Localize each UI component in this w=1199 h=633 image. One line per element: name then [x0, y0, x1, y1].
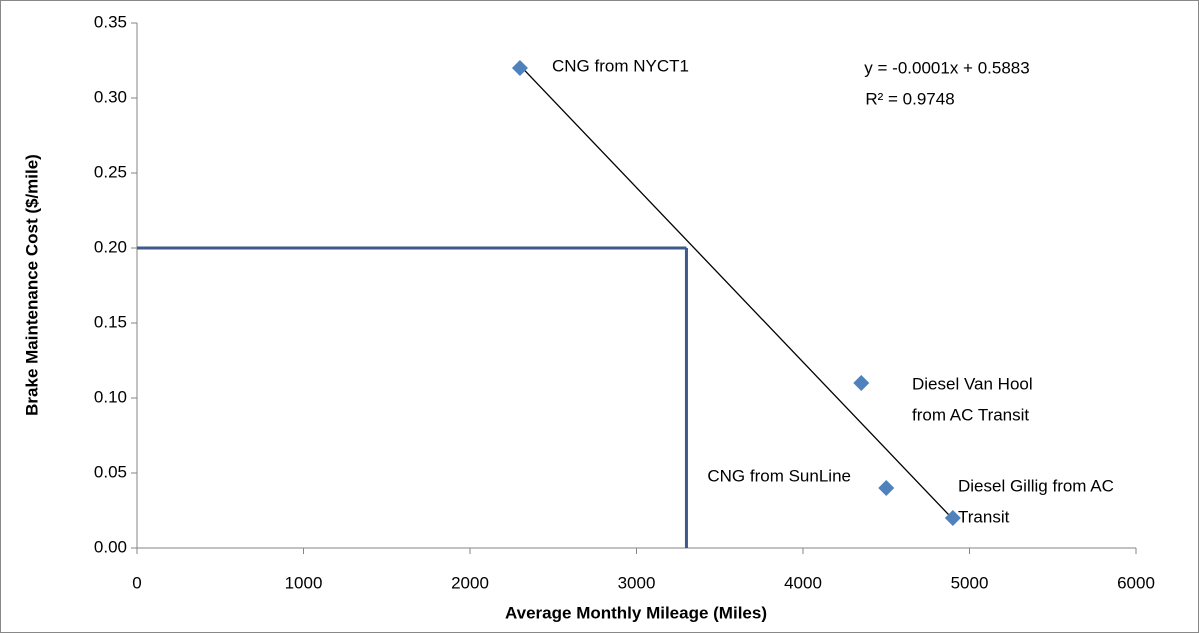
data-point — [511, 60, 528, 76]
x-tick-label: 6000 — [1117, 573, 1155, 592]
data-point — [878, 480, 895, 496]
x-tick-label: 3000 — [618, 573, 656, 592]
x-tick-label: 4000 — [784, 573, 822, 592]
point-label: Transit — [958, 507, 1010, 526]
point-label: CNG from SunLine — [707, 466, 851, 485]
y-tick-label: 0.35 — [94, 12, 127, 31]
trendline-r-squared: R² = 0.9748 — [865, 89, 954, 108]
y-tick-label: 0.15 — [94, 312, 127, 331]
data-point — [853, 375, 870, 391]
y-tick-label: 0.05 — [94, 462, 127, 481]
y-tick-label: 0.30 — [94, 87, 127, 106]
data-point — [944, 510, 961, 526]
y-tick-label: 0.10 — [94, 387, 127, 406]
x-axis-title: Average Monthly Mileage (Miles) — [505, 603, 767, 622]
point-label: from AC Transit — [912, 405, 1029, 424]
point-label: Diesel Van Hool — [912, 374, 1033, 393]
x-tick-label: 1000 — [285, 573, 323, 592]
y-tick-label: 0.25 — [94, 162, 127, 181]
x-tick-label: 5000 — [951, 573, 989, 592]
point-label: Diesel Gillig from AC — [958, 476, 1114, 495]
y-tick-label: 0.20 — [94, 237, 127, 256]
trendline — [519, 65, 954, 520]
y-axis-title: Brake Maintenance Cost ($/mile) — [22, 154, 41, 416]
y-tick-label: 0.00 — [94, 537, 127, 556]
trendline-equation: y = -0.0001x + 0.5883 — [864, 58, 1029, 77]
point-label: CNG from NYCT1 — [552, 56, 689, 75]
x-tick-label: 2000 — [451, 573, 489, 592]
x-tick-label: 0 — [132, 573, 141, 592]
